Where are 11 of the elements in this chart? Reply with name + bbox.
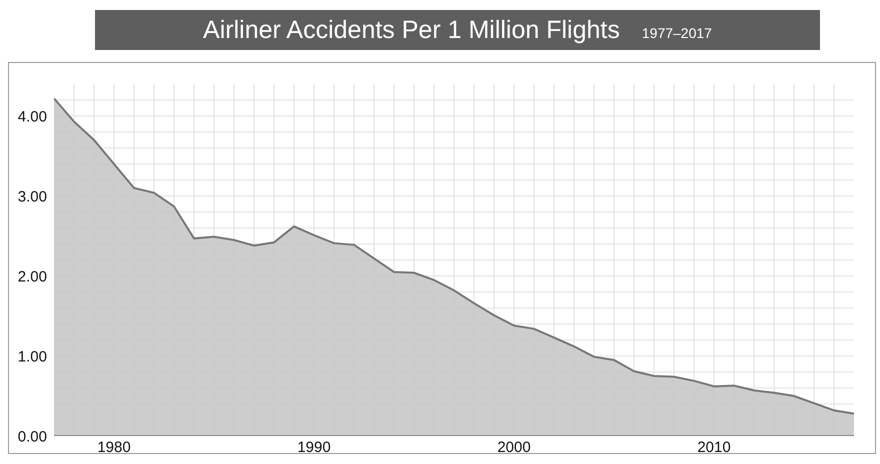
y-tick-label: 4.00 xyxy=(18,108,47,126)
y-tick-label: 1.00 xyxy=(18,348,47,366)
chart-title: Airliner Accidents Per 1 Million Flights xyxy=(203,16,620,44)
chart-subtitle: 1977–2017 xyxy=(642,25,712,41)
y-tick-label: 3.00 xyxy=(18,188,47,206)
x-tick-label: 1990 xyxy=(297,439,331,456)
x-tick-label: 2000 xyxy=(497,439,531,456)
y-tick-label: 0.00 xyxy=(18,428,47,446)
x-tick-label: 1980 xyxy=(97,439,131,456)
y-tick-label: 2.00 xyxy=(18,268,47,286)
x-tick-label: 2010 xyxy=(697,439,731,456)
